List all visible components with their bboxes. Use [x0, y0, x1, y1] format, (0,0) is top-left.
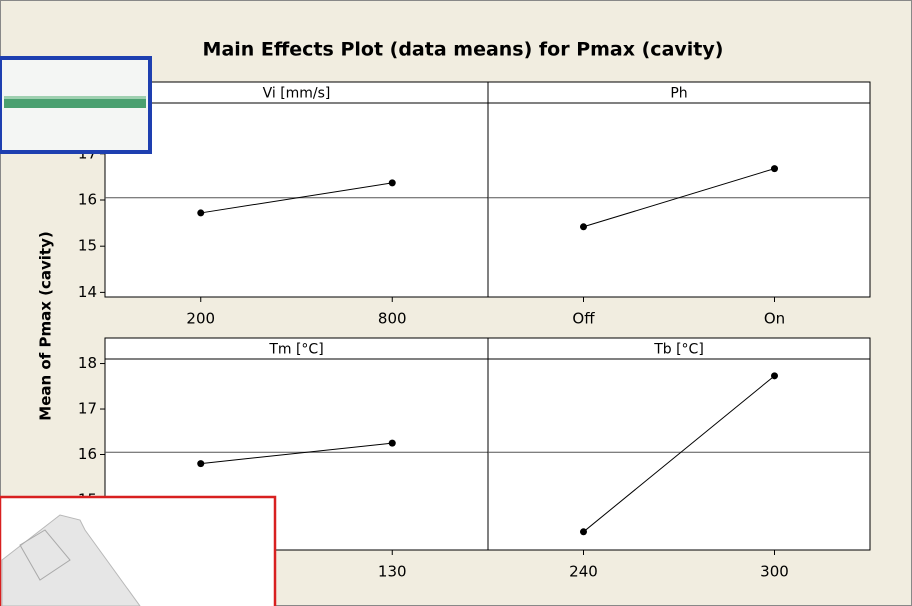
y-tick-label: 14 [78, 283, 97, 301]
x-tick-label: 130 [378, 563, 407, 581]
panels: Vi [mm/s]14151617200800PhOffOnTm [°C]151… [78, 81, 871, 581]
y-axis-label: Mean of Pmax (cavity) [37, 231, 55, 420]
point [197, 209, 205, 217]
panel-title: Ph [670, 86, 687, 102]
inset-image [4, 96, 146, 99]
panel-title: Tb [°C] [653, 342, 704, 358]
point [771, 372, 778, 380]
panel [487, 102, 871, 298]
point [388, 179, 396, 187]
point [771, 165, 778, 173]
panel [487, 358, 871, 551]
y-tick-label: 15 [78, 237, 97, 255]
y-tick-label: 17 [78, 400, 97, 418]
panel-header [487, 81, 871, 104]
y-tick-label: 16 [78, 191, 97, 209]
y-tick-label: 16 [78, 445, 97, 463]
effect-line [200, 442, 393, 465]
panel-title: Tm [°C] [268, 342, 323, 358]
inset-image [4, 98, 146, 108]
point [197, 460, 205, 468]
x-tick-label: 800 [378, 310, 407, 328]
inset-blue [0, 56, 152, 154]
effect-line [200, 182, 393, 214]
y-tick-label: 18 [78, 354, 97, 372]
x-tick-label: On [764, 310, 785, 328]
chart-title: Main Effects Plot (data means) for Pmax … [203, 39, 724, 61]
effect-line [583, 168, 775, 228]
panel-title: Vi [mm/s] [263, 86, 331, 102]
x-tick-label: 200 [186, 310, 215, 328]
panel [104, 102, 489, 298]
point [388, 439, 396, 447]
effect-line [583, 375, 775, 533]
point [580, 223, 587, 231]
x-tick-label: Off [572, 310, 595, 328]
panel-header [487, 337, 871, 360]
inset-image [1, 514, 141, 606]
x-tick-label: 240 [569, 563, 598, 581]
inset-image [19, 529, 71, 581]
inset-red [0, 495, 277, 606]
x-tick-label: 300 [760, 563, 789, 581]
point [580, 528, 587, 536]
